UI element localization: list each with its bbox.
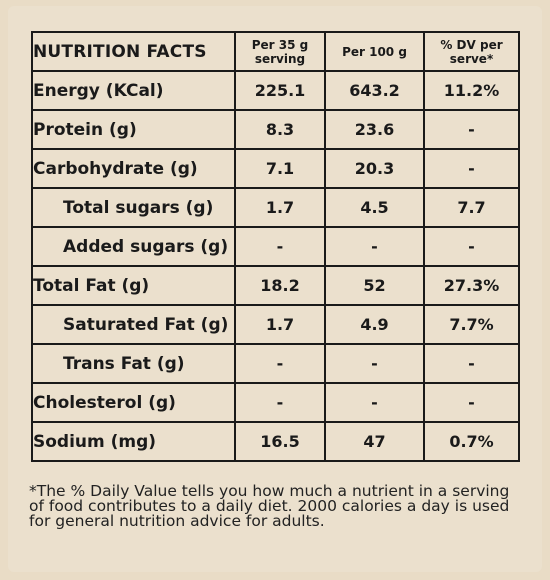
per-100g-value: - — [324, 343, 425, 384]
daily-value-footnote: *The % Daily Value tells you how much a … — [29, 482, 510, 530]
per-100g-value: 4.9 — [324, 304, 425, 345]
per-100g-value: - — [324, 382, 425, 423]
row-label: Energy (KCal) — [31, 70, 236, 111]
per-serving-value: 1.7 — [234, 187, 326, 228]
per-100g-value: 4.5 — [324, 187, 425, 228]
dv-value: 7.7 — [423, 187, 520, 228]
table-row: Total Fat (g) 18.2 52 27.3% — [31, 265, 520, 306]
dv-value: 27.3% — [423, 265, 520, 306]
table-title: NUTRITION FACTS — [31, 31, 236, 72]
per-serving-value: 1.7 — [234, 304, 326, 345]
dv-value: - — [423, 226, 520, 267]
dv-value: - — [423, 148, 520, 189]
dv-value: 11.2% — [423, 70, 520, 111]
per-serving-value: - — [234, 343, 326, 384]
table-row: Protein (g) 8.3 23.6 - — [31, 109, 520, 150]
per-100g-value: 47 — [324, 421, 425, 462]
table-row: Added sugars (g) - - - — [31, 226, 520, 267]
per-serving-value: 18.2 — [234, 265, 326, 306]
table-row: Carbohydrate (g) 7.1 20.3 - — [31, 148, 520, 189]
per-serving-value: 8.3 — [234, 109, 326, 150]
table-header-row: NUTRITION FACTS Per 35 g serving Per 100… — [31, 31, 520, 72]
table-row: Total sugars (g) 1.7 4.5 7.7 — [31, 187, 520, 228]
table-row: Sodium (mg) 16.5 47 0.7% — [31, 421, 520, 462]
table-row: Cholesterol (g) - - - — [31, 382, 520, 423]
per-serving-value: 225.1 — [234, 70, 326, 111]
row-label: Saturated Fat (g) — [31, 304, 236, 345]
per-serving-value: - — [234, 226, 326, 267]
per-100g-value: 23.6 — [324, 109, 425, 150]
table-row: Saturated Fat (g) 1.7 4.9 7.7% — [31, 304, 520, 345]
row-label: Cholesterol (g) — [31, 382, 236, 423]
per-serving-value: 16.5 — [234, 421, 326, 462]
per-100g-value: 52 — [324, 265, 425, 306]
dv-value: 0.7% — [423, 421, 520, 462]
per-100g-value: 643.2 — [324, 70, 425, 111]
row-label: Trans Fat (g) — [31, 343, 236, 384]
dv-value: - — [423, 109, 520, 150]
row-label: Total Fat (g) — [31, 265, 236, 306]
col-header-per-serving: Per 35 g serving — [234, 31, 326, 72]
col-header-per-100g: Per 100 g — [324, 31, 425, 72]
dv-value: - — [423, 343, 520, 384]
row-label: Carbohydrate (g) — [31, 148, 236, 189]
per-100g-value: - — [324, 226, 425, 267]
col-header-dv: % DV per serve* — [423, 31, 520, 72]
per-serving-value: - — [234, 382, 326, 423]
row-label: Sodium (mg) — [31, 421, 236, 462]
nutrition-table: NUTRITION FACTS Per 35 g serving Per 100… — [31, 31, 520, 462]
row-label: Added sugars (g) — [31, 226, 236, 267]
per-100g-value: 20.3 — [324, 148, 425, 189]
row-label: Total sugars (g) — [31, 187, 236, 228]
table-row: Trans Fat (g) - - - — [31, 343, 520, 384]
row-label: Protein (g) — [31, 109, 236, 150]
table-row: Energy (KCal) 225.1 643.2 11.2% — [31, 70, 520, 111]
dv-value: - — [423, 382, 520, 423]
per-serving-value: 7.1 — [234, 148, 326, 189]
dv-value: 7.7% — [423, 304, 520, 345]
